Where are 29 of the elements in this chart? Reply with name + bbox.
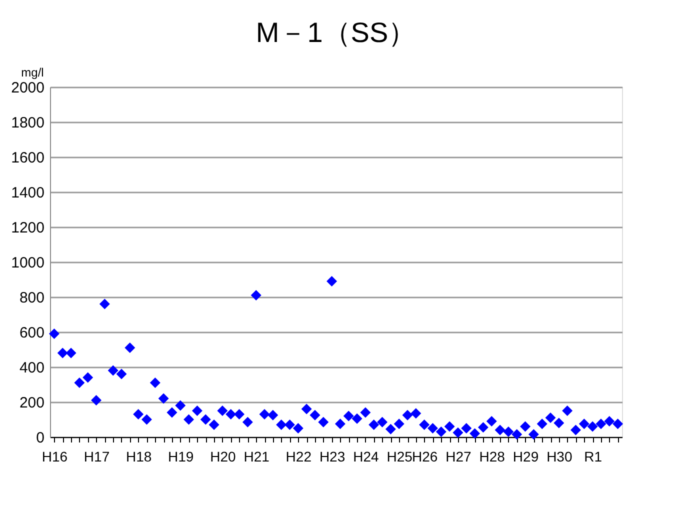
y-tick-label: 1400 (11, 184, 44, 202)
x-tick-label: H29 (512, 448, 539, 464)
chart-title: M－1（SS） (256, 17, 416, 48)
y-tick-label: 2000 (11, 80, 44, 96)
y-tick-label: 1200 (11, 220, 44, 236)
x-tick-label: H25 (386, 448, 413, 464)
y-tick-label: 1800 (11, 114, 44, 132)
x-tick-label: H28 (479, 448, 506, 464)
y-tick-label: 200 (19, 394, 44, 412)
y-axis-title: mg/l (21, 66, 44, 80)
x-tick-label: R1 (584, 448, 602, 464)
y-tick-label: 800 (19, 290, 44, 306)
x-tick-label: H21 (244, 448, 270, 464)
x-tick-label: H19 (168, 448, 194, 464)
x-tick-label: H26 (412, 448, 438, 464)
x-tick-label: H23 (319, 448, 346, 464)
x-tick-label: H20 (210, 448, 236, 464)
x-tick-label: H30 (546, 448, 572, 464)
y-tick-label: 1600 (11, 150, 44, 166)
y-tick-label: 600 (19, 324, 44, 342)
y-tick-label: 400 (19, 360, 44, 376)
x-tick-label: H24 (353, 448, 379, 464)
x-tick-label: H16 (42, 448, 68, 464)
y-tick-label: 0 (36, 430, 44, 446)
x-tick-label: H22 (286, 448, 312, 464)
x-tick-label: H18 (126, 448, 152, 464)
y-tick-label: 1000 (11, 254, 44, 272)
x-tick-label: H17 (84, 448, 110, 464)
x-tick-label: H27 (446, 448, 472, 464)
